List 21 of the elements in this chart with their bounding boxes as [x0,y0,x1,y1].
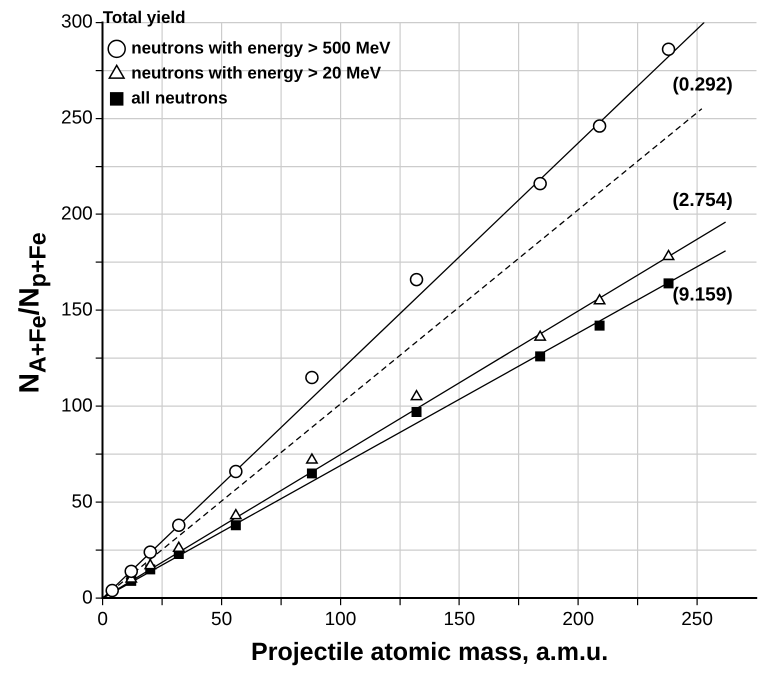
x-tick-label: 250 [681,608,713,630]
legend-title: Total yield [102,8,186,28]
y-tick-label: 150 [61,300,93,321]
y-tick-label: 200 [61,204,93,225]
x-axis-title: Projectile atomic mass, a.m.u. [251,638,608,666]
y-tick-label: 0 [82,587,93,608]
x-tick-label: 200 [562,608,594,630]
y-tick-label: 100 [61,396,93,416]
x-tick-label: 50 [211,608,232,630]
annotation: (2.754) [672,190,733,211]
x-tick-label: 150 [443,608,476,630]
y-tick-label: 250 [61,108,93,129]
y-tick-label: 300 [61,12,93,33]
x-tick-label: 100 [324,608,356,630]
annotation: (9.159) [672,284,733,306]
annotation: (0.292) [672,74,733,96]
legend-label: all neutrons [131,88,228,108]
x-tick-label: 0 [97,608,108,630]
legend-label: neutrons with energy > 20 MeV [131,64,382,83]
y-tick-label: 50 [72,491,93,512]
legend-label: neutrons with energy > 500 MeV [131,38,392,58]
